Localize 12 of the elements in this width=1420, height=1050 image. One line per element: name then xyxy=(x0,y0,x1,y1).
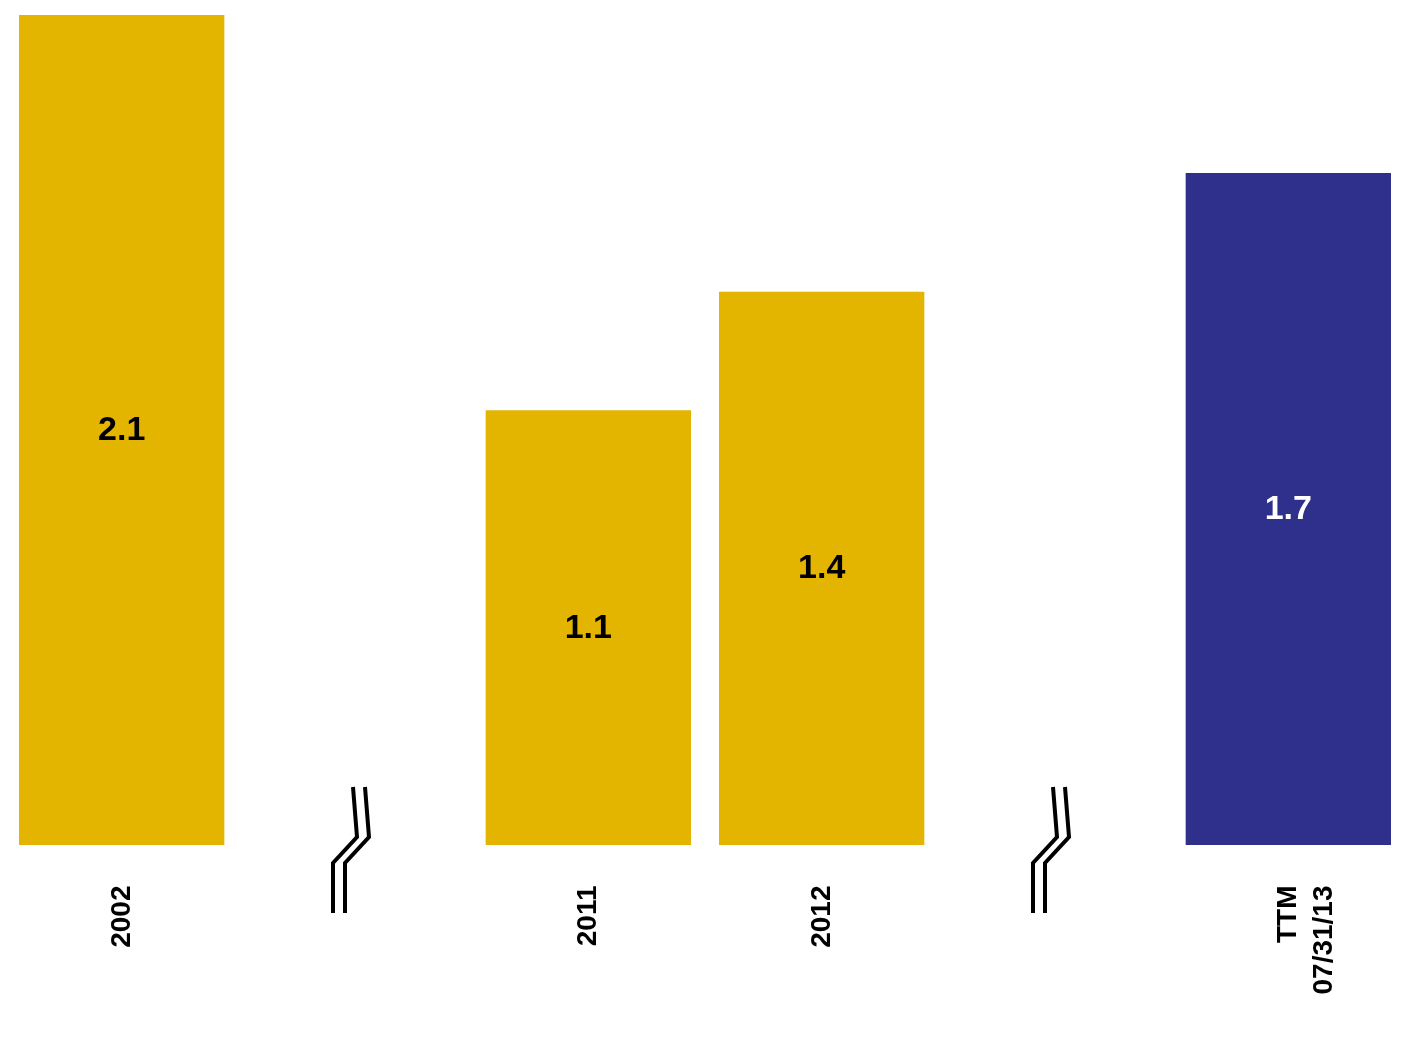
x-tick-label: 2002 xyxy=(104,885,136,948)
bar xyxy=(485,410,691,845)
bar xyxy=(1185,173,1391,845)
x-tick-label: 2012 xyxy=(804,885,836,948)
data-label: 2.1 xyxy=(98,409,146,447)
data-label: 1.4 xyxy=(798,547,846,586)
bar xyxy=(719,291,925,845)
bar xyxy=(19,15,225,845)
x-tick-label: TTM 07/31/13 xyxy=(1271,885,1339,995)
x-tick-label: 2011 xyxy=(571,885,603,947)
data-label: 1.1 xyxy=(564,606,612,645)
data-label: 1.7 xyxy=(1264,488,1312,527)
